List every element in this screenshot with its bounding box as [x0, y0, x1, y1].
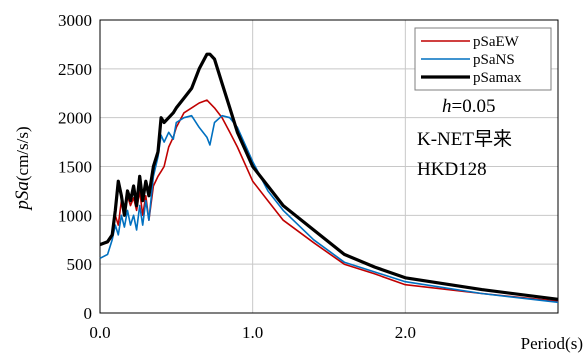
y-axis-label: pSa(cm/s/s) [12, 126, 33, 211]
y-axis-label-symbol: pSa [12, 181, 33, 212]
legend-label-psans: pSaNS [473, 52, 515, 68]
y-tick-label: 500 [67, 255, 93, 274]
legend-label-psaew: pSaEW [473, 34, 520, 50]
tick-labels: 0 500 1000 1500 2000 2500 3000 0.0 1.0 2.0 [58, 11, 416, 342]
legend-label-psamax: pSamax [473, 70, 522, 86]
x-axis-label: Period(s) [521, 334, 583, 353]
annotations: h=0.05 K-NET早来 HKD128 [417, 96, 512, 180]
x-tick-label: 1.0 [242, 323, 263, 342]
legend: pSaEW pSaNS pSamax [414, 27, 552, 91]
y-tick-label: 1000 [58, 206, 92, 225]
damping-value: =0.05 [452, 96, 496, 117]
series-line-psans [99, 114, 559, 304]
y-tick-label: 2500 [58, 60, 92, 79]
y-axis-label-unit: (cm/s/s) [13, 126, 32, 181]
damping-symbol: h [442, 96, 452, 117]
legend-box [414, 27, 552, 91]
series-line-psamax [99, 52, 559, 301]
series-layer [99, 52, 559, 304]
y-tick-label: 1500 [58, 158, 92, 177]
x-tick-label: 2.0 [395, 323, 416, 342]
plot-area-frame [99, 19, 559, 314]
legend-items: pSaEW pSaNS pSamax [421, 34, 522, 86]
y-tick-label: 0 [84, 304, 93, 323]
x-tick-label: 0.0 [89, 323, 110, 342]
y-tick-label: 3000 [58, 11, 92, 30]
station-code: HKD128 [417, 159, 487, 180]
damping-annotation: h=0.05 [442, 96, 495, 117]
station-name: K-NET早来 [417, 128, 512, 150]
y-tick-label: 2000 [58, 109, 92, 128]
